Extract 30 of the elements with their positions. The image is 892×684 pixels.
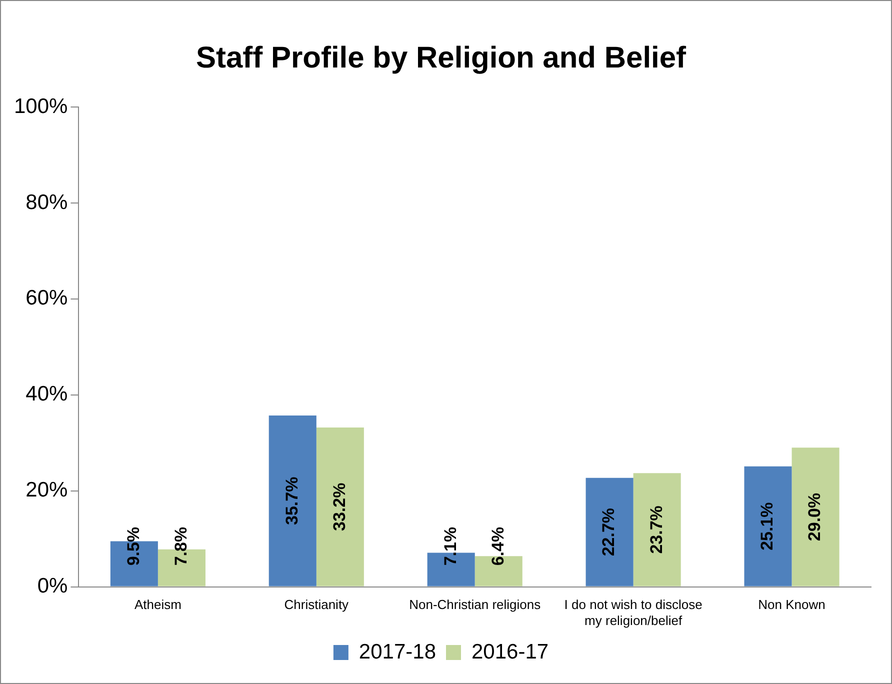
x-tick-label: Non Known [758, 597, 826, 612]
legend-label: 2017-18 [358, 640, 436, 664]
bar [744, 466, 792, 586]
y-tick-label: 0% [37, 574, 68, 598]
x-tick-label: Non-Christian religions [409, 597, 542, 612]
y-tick-label: 20% [26, 478, 68, 502]
data-label: 29.0% [805, 492, 824, 542]
bar [586, 478, 634, 586]
x-tick-label: Christianity [284, 597, 350, 612]
x-tick-label: Atheism [134, 597, 182, 612]
data-label: 23.7% [646, 506, 666, 554]
data-label: 6.4% [488, 526, 508, 566]
x-tick-label: I do not wish to disclose my religion/belief [564, 597, 702, 628]
bar [792, 448, 840, 586]
bar [633, 473, 681, 586]
y-tick-label: 100% [14, 94, 68, 118]
y-tick-label: 40% [26, 382, 68, 406]
data-label: 9.5% [124, 526, 143, 566]
data-label: 25.1% [758, 502, 777, 550]
data-label: 7.8% [171, 526, 190, 566]
data-label: 33.2% [330, 482, 349, 532]
legend-label: 2016-17 [472, 640, 549, 664]
bar [316, 428, 364, 586]
y-tick-label: 60% [26, 286, 68, 310]
data-label: 7.1% [440, 526, 460, 566]
data-label: 35.7% [282, 476, 302, 526]
chart-title: Staff Profile by Religion and Belief [196, 41, 688, 74]
data-label: 22.7% [599, 508, 618, 556]
bar [268, 416, 316, 586]
y-tick-label: 80% [26, 190, 68, 214]
